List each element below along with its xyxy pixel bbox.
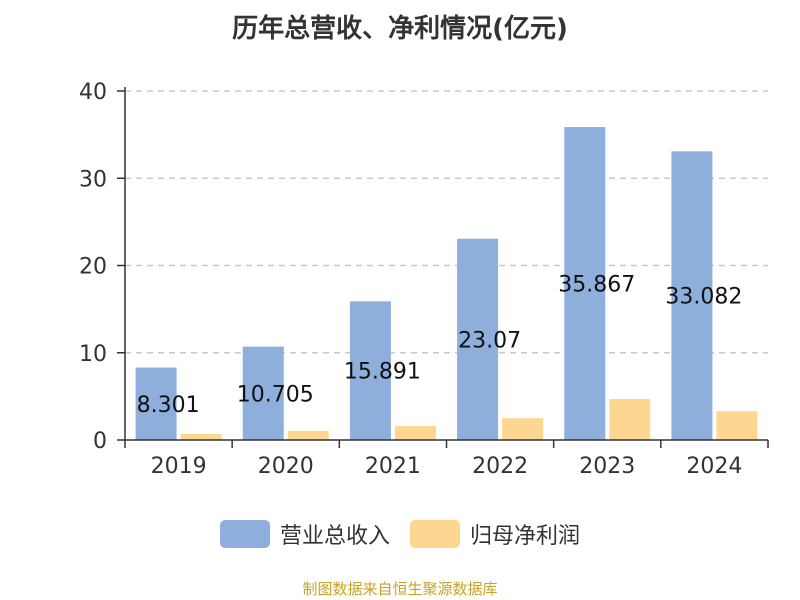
- bar-net-profit: [180, 433, 222, 440]
- legend-swatch-net-profit: [410, 520, 460, 548]
- bar-revenue: [564, 127, 606, 440]
- y-tick-label: 20: [79, 255, 107, 280]
- legend-label-revenue: 营业总收入: [279, 524, 390, 549]
- bar-net-profit: [716, 411, 758, 440]
- bar-net-profit: [609, 398, 651, 440]
- bar-net-profit: [502, 418, 544, 440]
- y-tick-label: 30: [79, 167, 107, 192]
- legend-label-net-profit: 归母净利润: [470, 524, 581, 549]
- bar-revenue: [242, 346, 284, 440]
- x-tick-label: 2024: [686, 454, 742, 479]
- x-tick-label: 2022: [472, 454, 528, 479]
- data-label-revenue: 33.082: [665, 285, 742, 310]
- data-source-note: 制图数据来自恒生聚源数据库: [302, 580, 498, 598]
- bar-net-profit: [394, 426, 436, 440]
- data-label-revenue: 8.301: [137, 393, 200, 418]
- legend: 营业总收入 归母净利润: [0, 518, 800, 550]
- bar-revenue: [457, 238, 499, 440]
- bar-revenue: [349, 301, 391, 440]
- chart-title: 历年总营收、净利情况(亿元): [232, 14, 568, 44]
- x-tick-label: 2021: [365, 454, 421, 479]
- data-label-revenue: 35.867: [558, 273, 635, 298]
- legend-item-revenue[interactable]: 营业总收入: [219, 518, 390, 550]
- bar-net-profit: [287, 430, 329, 440]
- data-label-revenue: 10.705: [237, 382, 314, 407]
- data-label-revenue: 23.07: [458, 328, 521, 353]
- y-tick-label: 10: [79, 342, 107, 367]
- x-tick-label: 2019: [151, 454, 207, 479]
- y-tick-label: 40: [79, 80, 107, 105]
- bar-revenue: [135, 367, 177, 440]
- bar-revenue: [671, 151, 713, 440]
- y-tick-label: 0: [93, 429, 107, 454]
- x-tick-label: 2020: [258, 454, 314, 479]
- legend-swatch-revenue: [219, 520, 270, 548]
- data-label-revenue: 15.891: [344, 360, 421, 385]
- x-tick-label: 2023: [579, 454, 635, 479]
- legend-item-net-profit[interactable]: 归母净利润: [410, 518, 580, 550]
